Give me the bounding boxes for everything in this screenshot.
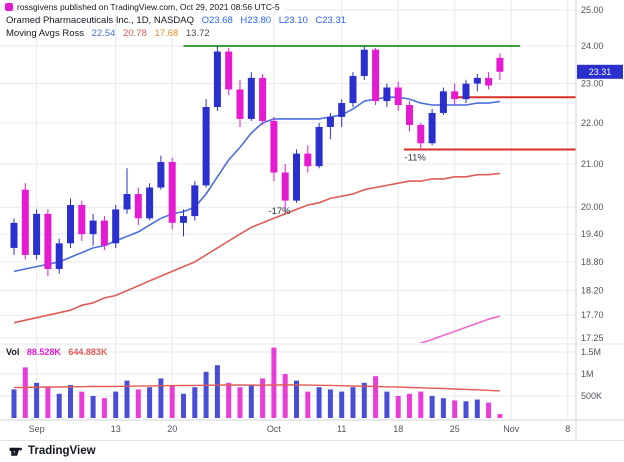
svg-text:18.80: 18.80: [581, 257, 604, 267]
svg-text:25: 25: [450, 424, 460, 434]
percent-annotations: -17% -11%: [268, 153, 426, 217]
svg-text:19.40: 19.40: [581, 229, 604, 239]
publish-text: rossgivens published on TradingView.com,…: [17, 2, 280, 12]
ohlc-low: L23.10: [278, 15, 308, 26]
svg-text:1.5M: 1.5M: [581, 347, 601, 357]
svg-text:Nov: Nov: [503, 424, 520, 434]
svg-text:Oct: Oct: [267, 424, 282, 434]
svg-text:17.70: 17.70: [581, 310, 604, 320]
symbol-legend[interactable]: Oramed Pharmaceuticals Inc., 1D, NASDAQ …: [6, 15, 346, 26]
svg-text:13: 13: [111, 424, 121, 434]
svg-text:23.00: 23.00: [581, 79, 604, 89]
ohlc-open: O23.68: [201, 15, 233, 26]
svg-text:18: 18: [393, 424, 403, 434]
ma-line-blue: [13, 96, 501, 273]
volume-legend[interactable]: Vol 88.528K 644.883K: [6, 347, 107, 357]
svg-text:-17%: -17%: [268, 206, 291, 217]
tradingview-logo[interactable]: [8, 444, 23, 459]
grid-lines: [0, 0, 576, 418]
main-pane[interactable]: [10, 45, 577, 354]
ohlc-close: C23.31: [315, 15, 347, 26]
volume-current-value: 88.528K: [26, 347, 61, 357]
svg-text:20.00: 20.00: [581, 202, 604, 212]
ma-value-4: 13.72: [185, 28, 210, 39]
svg-text:Sep: Sep: [29, 424, 45, 434]
svg-text:500K: 500K: [581, 391, 602, 401]
brand-name[interactable]: TradingView: [28, 445, 96, 457]
svg-text:20: 20: [167, 424, 177, 434]
svg-text:1M: 1M: [581, 369, 594, 379]
footer-bar: TradingView: [0, 440, 624, 461]
svg-text:8: 8: [565, 424, 570, 434]
ma-line-red: [13, 172, 500, 324]
time-axis[interactable]: Sep 13 20 Oct 11 18 25 Nov 8: [29, 424, 571, 434]
svg-text:18.20: 18.20: [581, 286, 604, 296]
svg-text:21.00: 21.00: [581, 159, 604, 169]
snapshot-icon: [5, 3, 13, 11]
indicator-title[interactable]: Moving Avgs Ross: [6, 28, 84, 39]
candles: [10, 46, 504, 277]
svg-text:25.00: 25.00: [581, 5, 604, 15]
publish-info-bar: rossgivens published on TradingView.com,…: [3, 1, 285, 13]
indicator-legend[interactable]: Moving Avgs Ross 22.54 20.78 17.68 13.72: [6, 28, 210, 39]
ma-value-1: 22.54: [91, 28, 116, 39]
price-axis[interactable]: 25.00 24.00 23.00 22.00 21.00 20.00 19.40 18.80…: [581, 5, 604, 401]
symbol-title[interactable]: Oramed Pharmaceuticals Inc., 1D, NASDAQ: [6, 15, 194, 26]
ohlc-high: H23.80: [240, 15, 272, 26]
ma-value-3: 17.68: [154, 28, 179, 39]
svg-text:23.31: 23.31: [589, 67, 612, 77]
svg-text:11: 11: [337, 424, 346, 434]
svg-text:-11%: -11%: [404, 153, 426, 164]
svg-text:22.00: 22.00: [581, 118, 604, 128]
last-price-label: 23.31: [577, 64, 623, 79]
volume-average-value: 644.883K: [68, 347, 108, 357]
ma-line-pink: [418, 315, 501, 343]
svg-text:17.25: 17.25: [581, 333, 604, 343]
volume-label: Vol: [6, 347, 20, 357]
price-chart[interactable]: 25.00 24.00 23.00 22.00 21.00 20.00 19.40 18.80…: [0, 0, 624, 440]
svg-text:24.00: 24.00: [581, 41, 604, 51]
volume-ma-line: [13, 384, 500, 392]
volume-bars: [11, 347, 503, 418]
ma-value-2: 20.78: [123, 28, 147, 39]
